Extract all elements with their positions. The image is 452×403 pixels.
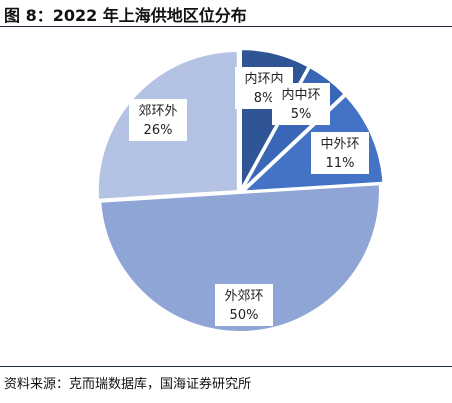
pie-label-name-5: 郊环外 (138, 103, 177, 119)
pie-label-value-4: 50% (230, 308, 259, 323)
pie-slice-4 (99, 183, 381, 333)
pie-label-box-2 (272, 83, 330, 125)
pie-label-value-2: 5% (291, 107, 312, 122)
title-divider (0, 26, 452, 27)
source-note: 资料来源：克而瑞数据库，国海证券研究所 (4, 377, 252, 392)
pie-label-value-3: 11% (326, 156, 355, 171)
pie-label-name-2: 内中环 (281, 87, 320, 103)
pie-label-value-1: 8% (254, 91, 275, 106)
pie-label-box-4 (215, 284, 273, 326)
pie-label-box-5 (129, 99, 187, 141)
pie-label-name-4: 外郊环 (224, 288, 263, 304)
figure-title: 图 8：2022 年上海供地区位分布 (4, 6, 247, 25)
pie-label-box-3 (311, 132, 369, 174)
pie-label-value-5: 26% (144, 123, 173, 138)
source-divider (0, 366, 452, 367)
pie-label-name-3: 中外环 (320, 137, 359, 152)
